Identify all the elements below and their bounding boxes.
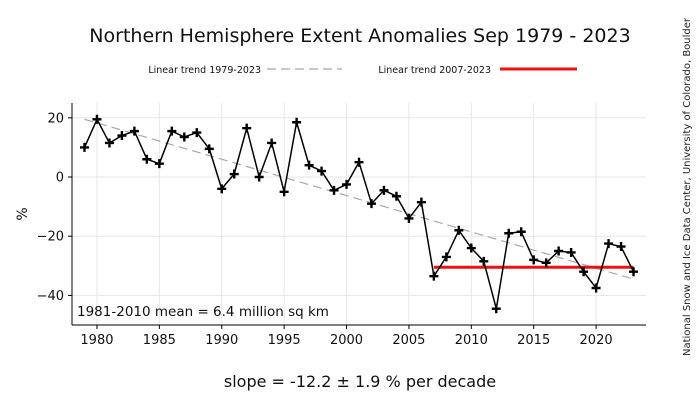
chart-title: Northern Hemisphere Extent Anomalies Sep… [89, 25, 630, 47]
data-point-2016 [541, 258, 551, 268]
data-point-2012 [491, 304, 501, 314]
data-point-2007 [429, 271, 439, 281]
slope-text: slope = -12.2 ± 1.9 % per decade [224, 372, 496, 391]
data-point-2008 [441, 252, 451, 262]
data-point-2017 [554, 246, 564, 256]
data-point-2014 [516, 227, 526, 237]
data-point-2005 [404, 213, 414, 223]
y-tick-label--40: −40 [37, 289, 64, 304]
data-point-2020 [591, 283, 601, 293]
x-tick-label-1985: 1985 [143, 333, 176, 348]
legend-label-trend-2007-2023: Linear trend 2007-2023 [378, 65, 491, 76]
data-point-1987 [179, 132, 189, 142]
x-tick-label-2010: 2010 [455, 333, 488, 348]
data-point-2023 [629, 267, 639, 277]
x-tick-label-1980: 1980 [80, 333, 113, 348]
y-tick-label-0: 0 [56, 171, 64, 186]
data-point-1998 [317, 166, 327, 176]
data-point-1991 [229, 169, 239, 179]
data-point-1988 [192, 128, 202, 138]
data-point-2009 [454, 225, 464, 235]
y-tick-label--20: −20 [37, 230, 64, 245]
data-point-2010 [466, 243, 476, 253]
data-point-1990 [217, 184, 227, 194]
y-axis-label: % [15, 207, 31, 220]
data-point-1992 [242, 123, 252, 133]
x-tick-label-1995: 1995 [268, 333, 301, 348]
axis-ticks: 1980 1985 1990 1995 2000 2005 2010 2015 2020 −40 −… [37, 111, 613, 348]
trend-lines [84, 118, 634, 280]
credit-text: National Snow and Ice Data Center, Unive… [682, 17, 693, 356]
data-point-2015 [529, 255, 539, 265]
axes [71, 103, 646, 326]
x-tick-label-2000: 2000 [330, 333, 363, 348]
data-point-1999 [329, 185, 339, 195]
data-point-2002 [366, 199, 376, 209]
data-point-1989 [204, 144, 214, 154]
legend-label-trend-1979-2023: Linear trend 1979-2023 [148, 65, 261, 76]
data-point-1979 [79, 142, 89, 152]
data-point-1994 [267, 138, 277, 148]
data-point-1980 [92, 114, 102, 124]
data-point-1985 [154, 159, 164, 169]
data-point-2003 [379, 185, 389, 195]
data-point-1983 [129, 126, 139, 136]
x-tick-label-2020: 2020 [580, 333, 613, 348]
data-point-2022 [616, 242, 626, 252]
data-point-1993 [254, 172, 264, 182]
data-point-2001 [354, 157, 364, 167]
data-point-2018 [566, 247, 576, 257]
data-point-1995 [279, 187, 289, 197]
data-point-2019 [579, 267, 589, 277]
data-point-1997 [304, 160, 314, 170]
data-point-1986 [167, 126, 177, 136]
mean-annotation: 1981-2010 mean = 6.4 million sq km [77, 304, 329, 320]
data-point-2000 [342, 179, 352, 189]
data-point-1996 [292, 117, 302, 127]
data-point-2004 [391, 191, 401, 201]
data-point-2021 [604, 239, 614, 249]
data-point-2013 [504, 228, 514, 238]
x-tick-label-1990: 1990 [205, 333, 238, 348]
x-tick-label-2015: 2015 [517, 333, 550, 348]
data-point-1984 [142, 154, 152, 164]
y-tick-label-20: 20 [47, 111, 64, 126]
data-point-2006 [416, 197, 426, 207]
data-point-1981 [104, 138, 114, 148]
legend: Linear trend 1979-2023 Linear trend 2007… [148, 65, 577, 76]
x-tick-label-2005: 2005 [392, 333, 425, 348]
data-point-1982 [117, 131, 127, 141]
series-layer [79, 114, 639, 314]
plot-area-background [72, 103, 646, 325]
trend-line-0 [84, 118, 634, 280]
data-point-2011 [479, 256, 489, 266]
